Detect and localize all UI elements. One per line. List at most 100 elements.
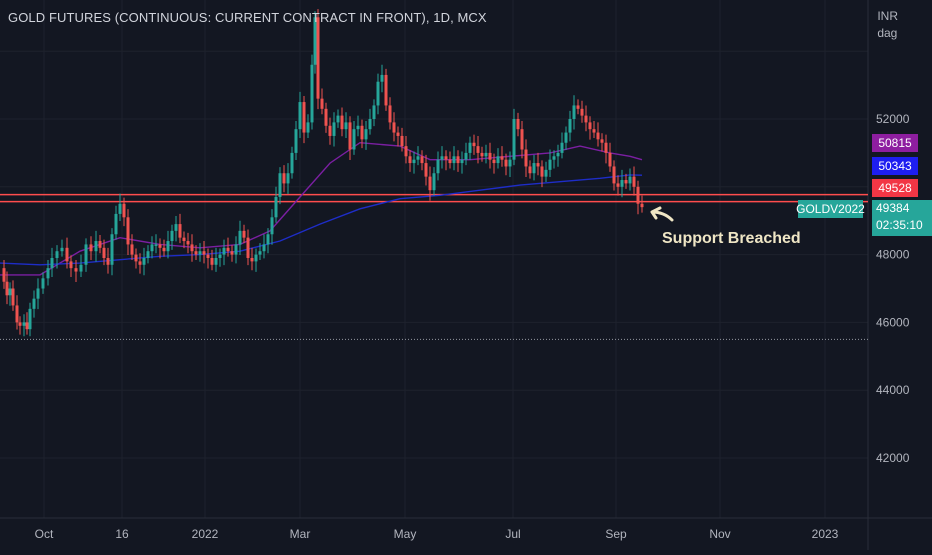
candle-body: [238, 230, 242, 245]
candle-body: [246, 237, 250, 258]
candle-body: [344, 122, 348, 130]
candle-body: [166, 241, 170, 252]
candle-body: [126, 217, 130, 245]
candle-body: [130, 244, 134, 255]
candle-body: [452, 156, 456, 164]
candle-body: [528, 166, 532, 174]
candle-body: [600, 139, 604, 143]
candle-body: [388, 105, 392, 123]
candle-body: [596, 132, 600, 140]
candle-body: [492, 159, 496, 164]
x-tick-label: Jul: [505, 527, 520, 541]
candle-body: [198, 251, 202, 255]
candle-body: [138, 261, 142, 265]
candle-body: [94, 241, 98, 252]
x-tick-label: Oct: [35, 527, 54, 541]
candle-body: [372, 105, 376, 119]
ma1-price-badge: 50815: [872, 134, 918, 152]
candle-body: [420, 156, 424, 164]
candle-body: [384, 74, 388, 106]
candle-body: [15, 305, 19, 323]
candle-body: [624, 180, 628, 184]
candle-body: [274, 196, 278, 218]
candle-body: [520, 129, 524, 150]
candle-body: [524, 149, 528, 167]
candle-body: [324, 108, 328, 126]
candle-body: [332, 122, 336, 136]
candle-body: [568, 119, 572, 133]
y-tick-label: 48000: [876, 248, 910, 262]
candle-body: [50, 257, 54, 269]
candle-body: [616, 183, 620, 187]
candle-body: [476, 146, 480, 153]
candle-body: [282, 173, 286, 184]
candle-body: [186, 241, 190, 245]
candle-body: [302, 102, 306, 133]
candle-body: [102, 247, 106, 258]
candle-body: [628, 176, 632, 184]
candle-body: [154, 244, 158, 246]
y-tick-label: 44000: [876, 383, 910, 397]
candle-body: [170, 230, 174, 242]
x-tick-label: 2023: [812, 527, 839, 541]
candle-body: [290, 152, 294, 174]
symbol-badge: GOLDV2022: [796, 200, 865, 218]
candle-body: [464, 152, 468, 160]
y-tick-label: 52000: [876, 112, 910, 126]
candle-body: [69, 261, 73, 269]
unit-label: dag: [877, 26, 898, 40]
candle-body: [11, 288, 15, 306]
candle-body: [134, 254, 138, 262]
candle-body: [364, 129, 368, 140]
candle-body: [254, 254, 258, 262]
candle-body: [592, 129, 596, 133]
candle-body: [488, 152, 492, 160]
candle-body: [5, 281, 9, 296]
countdown: 02:35:10: [876, 218, 923, 232]
candle-body: [380, 74, 384, 82]
candle-body: [178, 224, 182, 238]
candle-body: [210, 257, 214, 265]
candle-body: [122, 203, 126, 218]
candle-body: [158, 244, 162, 248]
candle-body: [2, 268, 6, 282]
candle-body: [270, 217, 274, 235]
candle-body: [230, 251, 234, 255]
candle-body: [150, 244, 154, 252]
y-tick-label: 46000: [876, 315, 910, 329]
candle-body: [262, 244, 266, 252]
prev-price-badge: 49528: [872, 179, 918, 197]
candle-body: [278, 173, 282, 197]
candle-body: [32, 298, 36, 309]
candle-body: [146, 251, 150, 258]
candle-body: [328, 125, 332, 136]
candle-body: [432, 173, 436, 191]
candle-body: [222, 247, 226, 255]
last-price: 49384: [876, 201, 910, 215]
candle-body: [448, 159, 452, 164]
candle-body: [218, 254, 222, 258]
candle-body: [468, 142, 472, 153]
candle-body: [404, 146, 408, 157]
candle-body: [226, 247, 230, 252]
candle-body: [560, 142, 564, 153]
candle-body: [440, 156, 444, 160]
candle-body: [368, 119, 372, 130]
candle-body: [74, 268, 78, 272]
candle-body: [548, 159, 552, 170]
candle-body: [25, 322, 29, 330]
candle-body: [512, 119, 516, 160]
candle-body: [28, 308, 32, 330]
support-breached-annotation: Support Breached: [662, 230, 801, 247]
candle-body: [408, 156, 412, 164]
x-tick-label: Sep: [605, 527, 627, 541]
candle-body: [392, 122, 396, 133]
candle-body: [8, 288, 12, 296]
candle-body: [336, 115, 340, 123]
candle-body: [306, 122, 310, 133]
candle-body: [348, 122, 352, 150]
currency-unit-label: INR dag: [877, 8, 898, 42]
candle-body: [572, 105, 576, 119]
